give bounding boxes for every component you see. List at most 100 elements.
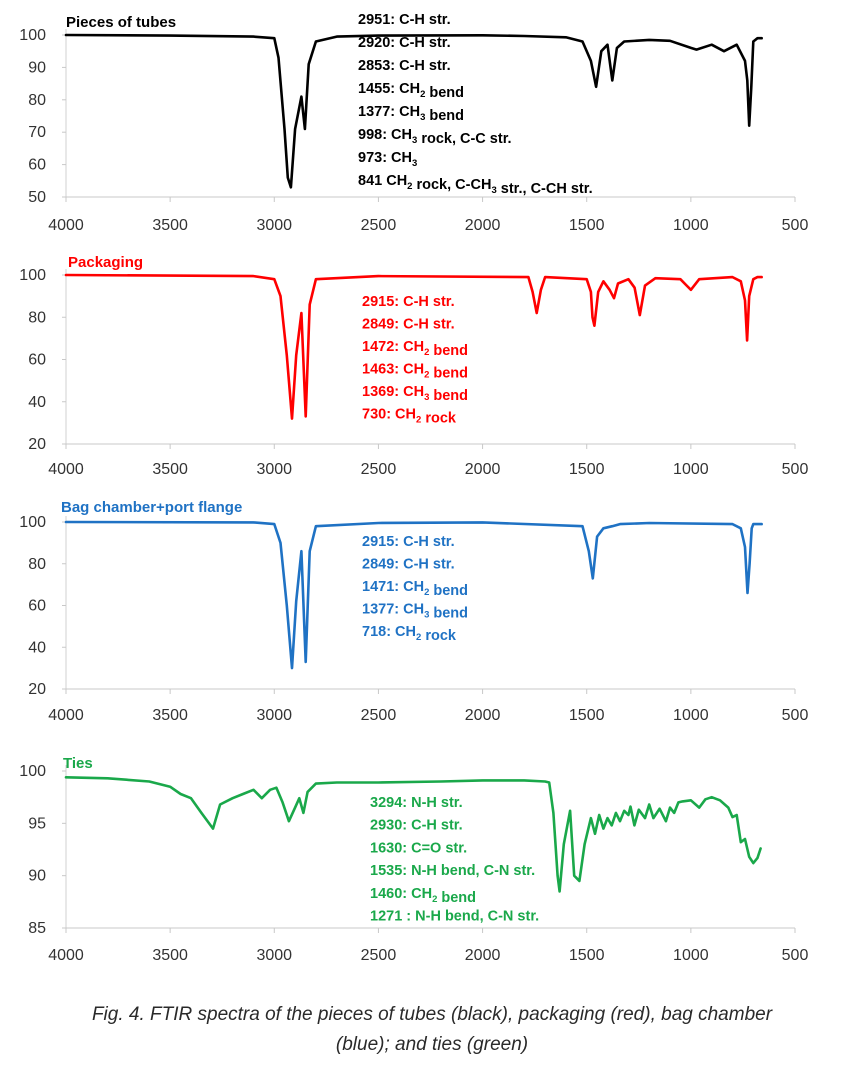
subscript: 2: [424, 587, 429, 598]
x-tick-label: 1500: [569, 217, 605, 234]
spectrum-line-bag: [64, 520, 764, 670]
subscript: 3: [424, 610, 429, 621]
x-tick-label: 3500: [152, 217, 188, 234]
y-tick-label: 90: [28, 868, 46, 885]
peak-annotation: 1463: CH2 bend: [362, 362, 468, 382]
x-tick-label: 3500: [152, 707, 188, 724]
x-tick-label: 2500: [361, 947, 397, 964]
peak-annotation: 2951: C-H str.: [358, 12, 451, 28]
subscript: 2: [407, 181, 412, 192]
x-tick-label: 1500: [569, 947, 605, 964]
caption-line-1: Fig. 4. FTIR spectra of the pieces of tu…: [91, 1004, 773, 1025]
subscript: 2: [424, 370, 429, 381]
y-tick-label: 100: [19, 27, 46, 44]
peak-annotation: 1455: CH2 bend: [358, 81, 464, 101]
y-tick-label: 60: [28, 598, 46, 615]
y-tick-label: 100: [19, 267, 46, 284]
y-tick-label: 60: [28, 352, 46, 369]
spectrum-line-ties: [64, 775, 762, 893]
subscript: 3: [412, 135, 417, 146]
y-tick-label: 100: [19, 514, 46, 531]
subscript: 3: [424, 392, 429, 403]
y-tick-label: 80: [28, 92, 46, 109]
figure-caption: Fig. 4. FTIR spectra of the pieces of tu…: [0, 1000, 864, 1060]
panel-title: Ties: [63, 755, 93, 772]
peak-annotation: 1460: CH2 bend: [370, 886, 476, 906]
subscript: 3: [491, 185, 496, 196]
y-tick-label: 40: [28, 394, 46, 411]
x-tick-label: 3500: [152, 947, 188, 964]
peak-annotation: 1377: CH3 bend: [358, 104, 464, 124]
y-tick-label: 70: [28, 124, 46, 141]
peak-annotation: 1535: N-H bend, C-N str.: [370, 863, 535, 879]
subscript: 3: [412, 158, 417, 169]
x-tick-label: 500: [782, 217, 809, 234]
subscript: 2: [432, 894, 437, 905]
subscript: 3: [420, 112, 425, 123]
peak-annotation: 2849: C-H str.: [362, 557, 455, 573]
x-tick-label: 3000: [256, 217, 292, 234]
x-tick-label: 3000: [256, 947, 292, 964]
spectrum-line-tubes: [64, 33, 764, 189]
peak-annotation: 973: CH3: [358, 150, 417, 169]
y-tick-label: 40: [28, 639, 46, 656]
x-tick-label: 3500: [152, 461, 188, 478]
peak-annotation: 2920: C-H str.: [358, 35, 451, 51]
y-tick-label: 20: [28, 436, 46, 453]
x-tick-label: 1000: [673, 461, 709, 478]
y-tick-label: 90: [28, 59, 46, 76]
subscript: 2: [416, 415, 421, 426]
subscript: 2: [416, 632, 421, 643]
peak-annotation: 2915: C-H str.: [362, 294, 455, 310]
x-tick-label: 500: [782, 947, 809, 964]
x-tick-label: 3000: [256, 461, 292, 478]
peak-annotation: 2849: C-H str.: [362, 317, 455, 333]
x-tick-label: 500: [782, 461, 809, 478]
peak-annotation: 1271 : N-H bend, C-N str.: [370, 909, 539, 925]
x-tick-label: 2000: [465, 461, 501, 478]
y-tick-label: 95: [28, 815, 46, 832]
y-tick-label: 100: [19, 763, 46, 780]
y-tick-label: 20: [28, 681, 46, 698]
y-tick-label: 80: [28, 556, 46, 573]
subscript: 2: [420, 89, 425, 100]
x-tick-label: 1000: [673, 947, 709, 964]
x-tick-label: 4000: [48, 461, 84, 478]
spectrum-line-packaging: [64, 273, 764, 420]
peak-annotation: 1377: CH3 bend: [362, 602, 468, 622]
peak-annotation: 1471: CH2 bend: [362, 579, 468, 599]
y-tick-label: 85: [28, 920, 46, 937]
peak-annotation: 1472: CH2 bend: [362, 339, 468, 359]
peak-annotation: 2853: C-H str.: [358, 58, 451, 74]
peak-annotation: 2915: C-H str.: [362, 534, 455, 550]
caption-line-2: (blue); and ties (green): [335, 1034, 529, 1055]
y-tick-label: 80: [28, 309, 46, 326]
peak-annotation: 998: CH3 rock, C-C str.: [358, 127, 512, 147]
peak-annotation: 2930: C-H str.: [370, 818, 463, 834]
panel-title: Packaging: [68, 254, 143, 271]
x-tick-label: 1000: [673, 707, 709, 724]
peak-annotation: 3294: N-H str.: [370, 795, 463, 811]
y-tick-label: 60: [28, 157, 46, 174]
x-tick-label: 1000: [673, 217, 709, 234]
peak-annotation: 841 CH2 rock, C-CH3 str., C-CH str.: [358, 173, 593, 197]
x-tick-label: 4000: [48, 707, 84, 724]
peak-annotation: 1369: CH3 bend: [362, 384, 468, 404]
x-tick-label: 2500: [361, 461, 397, 478]
subscript: 2: [424, 347, 429, 358]
peak-annotation: 1630: C=O str.: [370, 840, 467, 856]
x-tick-label: 2000: [465, 707, 501, 724]
x-tick-label: 4000: [48, 217, 84, 234]
peak-annotation: 718: CH2 rock: [362, 624, 457, 644]
x-tick-label: 3000: [256, 707, 292, 724]
x-tick-label: 2000: [465, 947, 501, 964]
x-tick-label: 2000: [465, 217, 501, 234]
peak-annotation: 730: CH2 rock: [362, 407, 457, 427]
panel-title: Pieces of tubes: [66, 14, 176, 31]
x-tick-label: 4000: [48, 947, 84, 964]
panel-title: Bag chamber+port flange: [61, 499, 242, 516]
